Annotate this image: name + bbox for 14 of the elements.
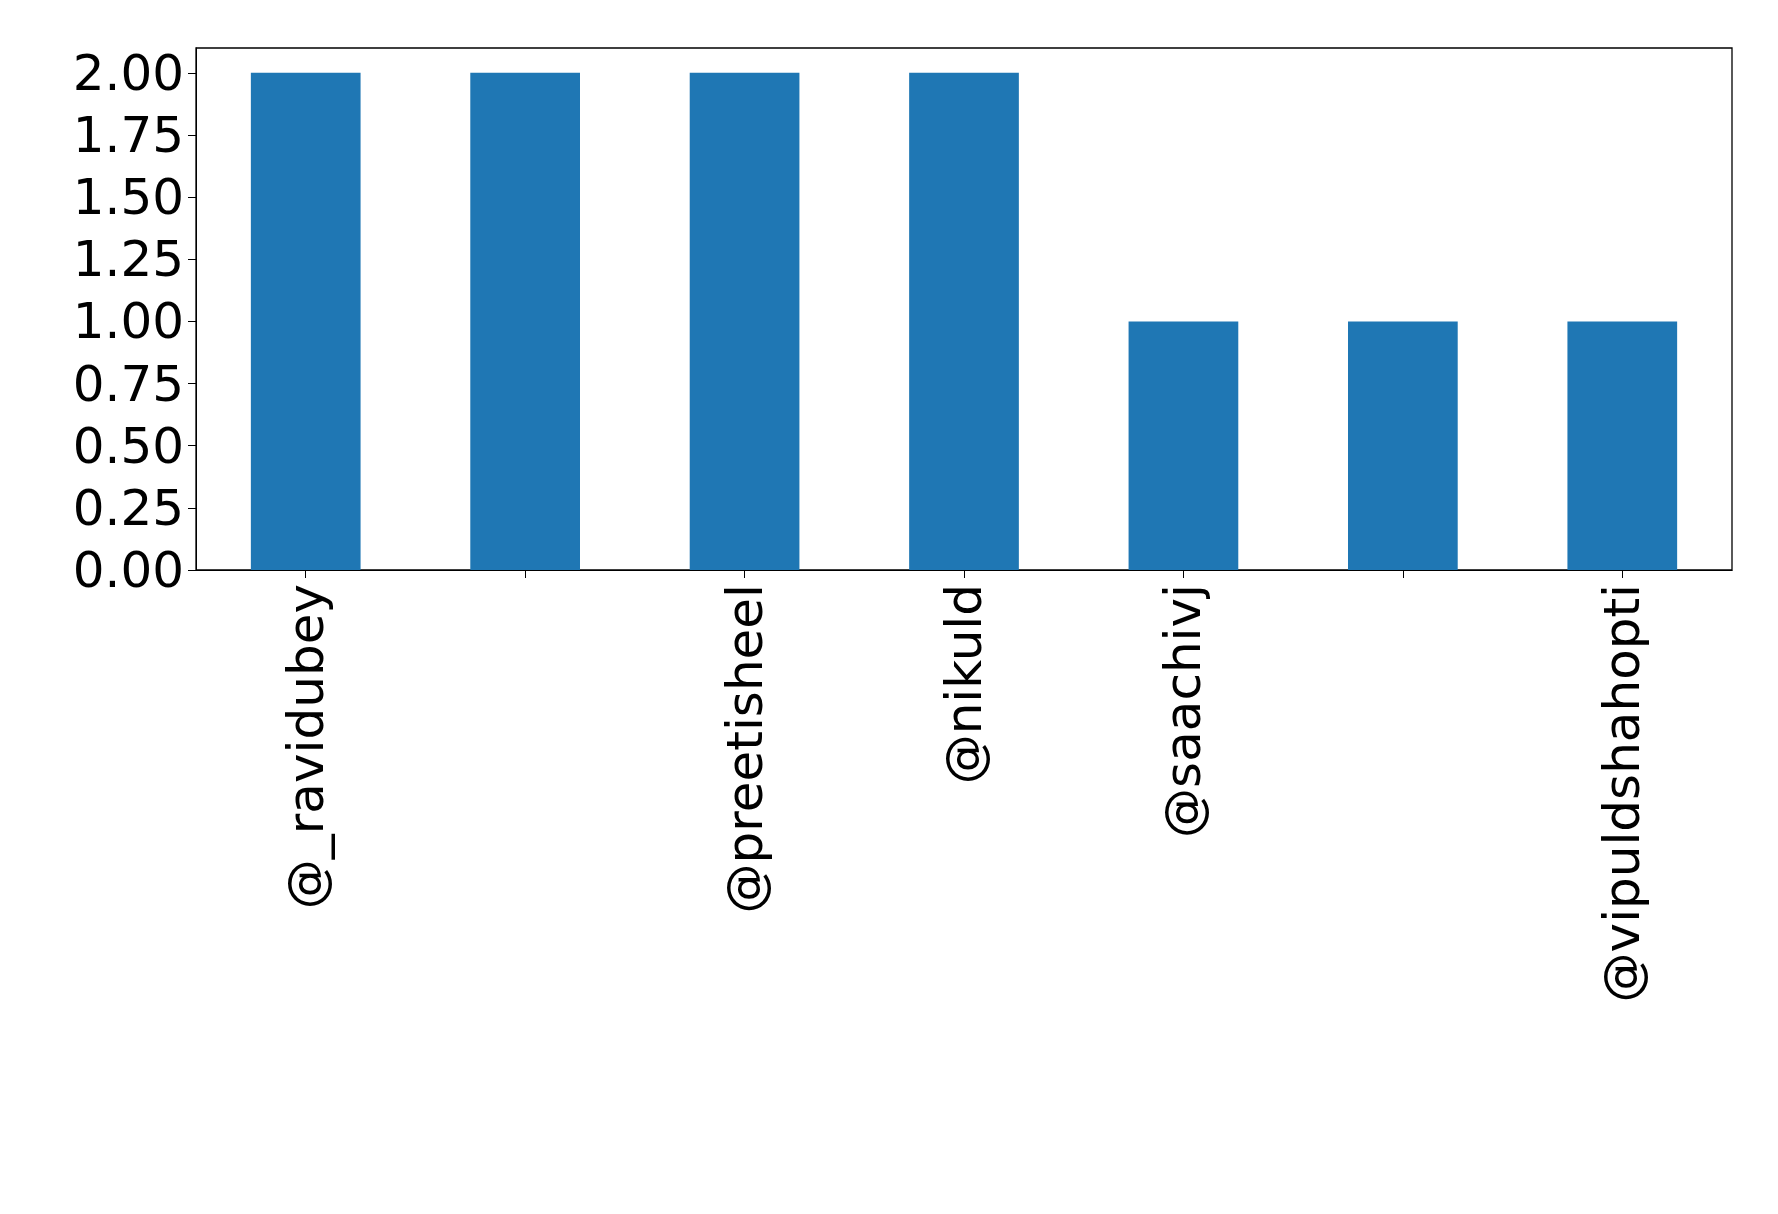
y-tick-label: 1.50 — [72, 168, 184, 227]
y-tick-label: 0.00 — [72, 541, 184, 599]
y-tick-label: 2.00 — [72, 43, 184, 102]
x-tick-label: @vipuldshahopti — [1593, 584, 1652, 1003]
y-tick-label: 0.25 — [72, 478, 184, 537]
x-tick-label: @_ravidubey — [276, 584, 335, 910]
y-tick-label: 0.75 — [72, 354, 184, 413]
y-tick-label: 0.50 — [72, 416, 184, 475]
y-tick-label: 1.25 — [72, 230, 184, 289]
y-tick-label: 1.75 — [72, 106, 184, 164]
x-tick-label: @nikuld — [935, 584, 993, 785]
y-tick-label: 1.00 — [72, 292, 184, 351]
x-tick-label: @preetisheel — [715, 584, 774, 914]
x-tick-label: @saachivj — [1154, 584, 1213, 838]
